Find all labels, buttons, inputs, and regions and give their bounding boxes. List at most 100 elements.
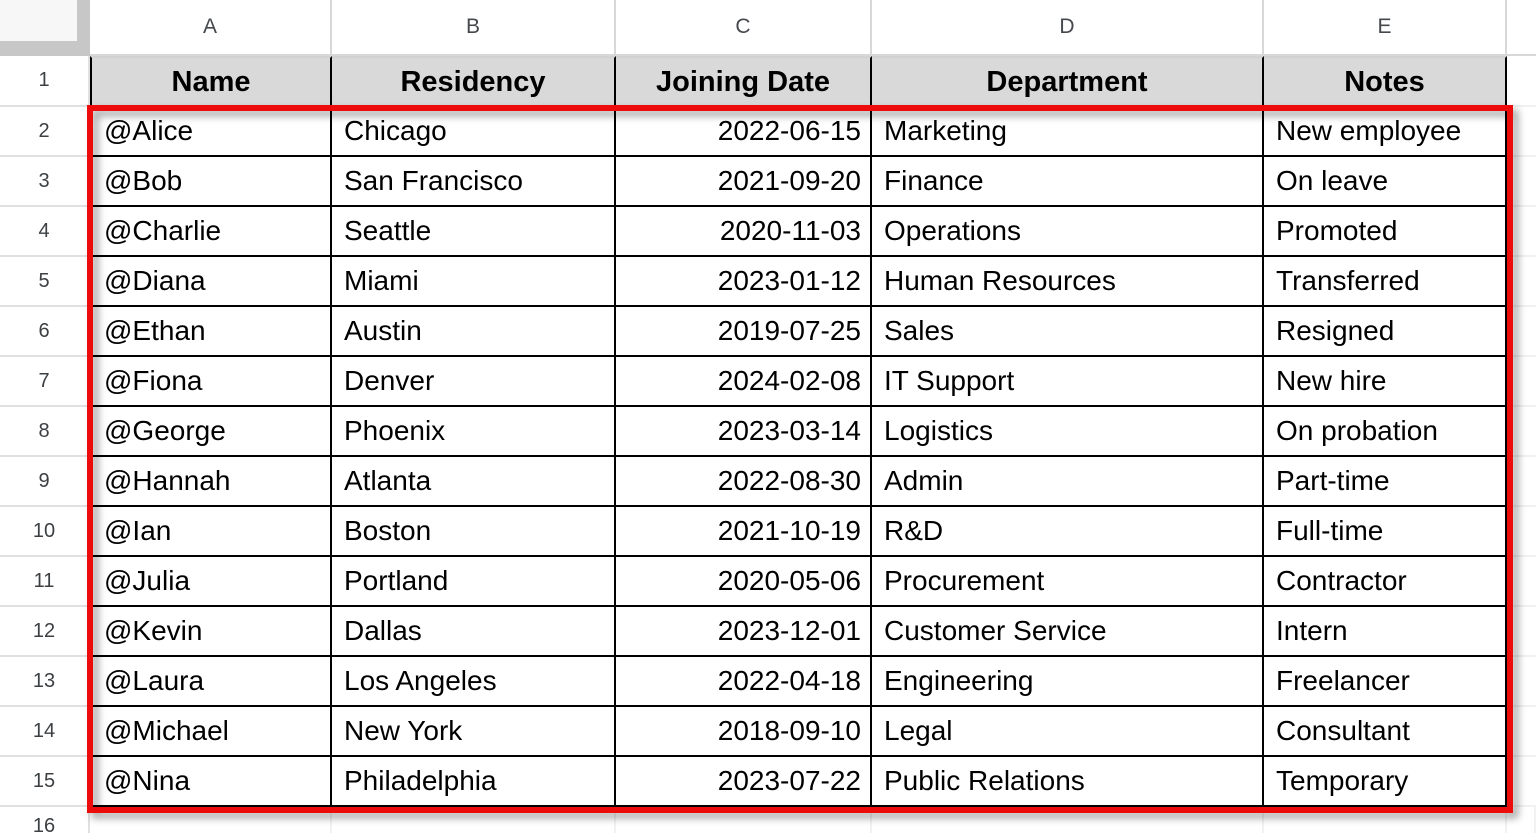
cell-C7[interactable]: 2024-02-08 — [616, 357, 872, 407]
cell-A14[interactable]: @Michael — [90, 707, 332, 757]
cell-B4[interactable]: Seattle — [332, 207, 616, 257]
header-cell-E1[interactable]: Notes — [1264, 56, 1507, 107]
cell-E11[interactable]: Contractor — [1264, 557, 1507, 607]
cell-A11[interactable]: @Julia — [90, 557, 332, 607]
cell-E9[interactable]: Part-time — [1264, 457, 1507, 507]
cell-E8[interactable]: On probation — [1264, 407, 1507, 457]
cell-D10[interactable]: R&D — [872, 507, 1264, 557]
cell-E13[interactable]: Freelancer — [1264, 657, 1507, 707]
empty-cell[interactable] — [1507, 107, 1536, 157]
cell-E14[interactable]: Consultant — [1264, 707, 1507, 757]
row-number-5[interactable]: 5 — [0, 257, 90, 307]
empty-cell[interactable] — [1507, 807, 1536, 833]
cell-B13[interactable]: Los Angeles — [332, 657, 616, 707]
cell-A3[interactable]: @Bob — [90, 157, 332, 207]
cell-B9[interactable]: Atlanta — [332, 457, 616, 507]
cell-C10[interactable]: 2021-10-19 — [616, 507, 872, 557]
cell-D3[interactable]: Finance — [872, 157, 1264, 207]
cell-C13[interactable]: 2022-04-18 — [616, 657, 872, 707]
row-number-3[interactable]: 3 — [0, 157, 90, 207]
cell-E6[interactable]: Resigned — [1264, 307, 1507, 357]
cell-E12[interactable]: Intern — [1264, 607, 1507, 657]
cell-D12[interactable]: Customer Service — [872, 607, 1264, 657]
cell-C15[interactable]: 2023-07-22 — [616, 757, 872, 807]
row-number-15[interactable]: 15 — [0, 757, 90, 807]
empty-cell-A16[interactable] — [90, 807, 332, 833]
column-header-b[interactable]: B — [332, 0, 616, 56]
cell-E7[interactable]: New hire — [1264, 357, 1507, 407]
cell-E2[interactable]: New employee — [1264, 107, 1507, 157]
row-number-2[interactable]: 2 — [0, 107, 90, 157]
cell-C8[interactable]: 2023-03-14 — [616, 407, 872, 457]
cell-C12[interactable]: 2023-12-01 — [616, 607, 872, 657]
row-number-12[interactable]: 12 — [0, 607, 90, 657]
cell-D7[interactable]: IT Support — [872, 357, 1264, 407]
cell-D5[interactable]: Human Resources — [872, 257, 1264, 307]
cell-A13[interactable]: @Laura — [90, 657, 332, 707]
row-number-11[interactable]: 11 — [0, 557, 90, 607]
row-number-13[interactable]: 13 — [0, 657, 90, 707]
row-number-7[interactable]: 7 — [0, 357, 90, 407]
cell-A2[interactable]: @Alice — [90, 107, 332, 157]
cell-B2[interactable]: Chicago — [332, 107, 616, 157]
column-header-extra[interactable] — [1507, 0, 1536, 56]
empty-cell[interactable] — [1507, 607, 1536, 657]
empty-cell[interactable] — [1507, 56, 1536, 107]
empty-cell[interactable] — [1507, 457, 1536, 507]
header-cell-B1[interactable]: Residency — [332, 56, 616, 107]
cell-A4[interactable]: @Charlie — [90, 207, 332, 257]
cell-B5[interactable]: Miami — [332, 257, 616, 307]
empty-cell[interactable] — [1507, 307, 1536, 357]
cell-B6[interactable]: Austin — [332, 307, 616, 357]
cell-C14[interactable]: 2018-09-10 — [616, 707, 872, 757]
empty-cell-E16[interactable] — [1264, 807, 1507, 833]
row-number-8[interactable]: 8 — [0, 407, 90, 457]
cell-E4[interactable]: Promoted — [1264, 207, 1507, 257]
column-header-e[interactable]: E — [1264, 0, 1507, 56]
cell-B11[interactable]: Portland — [332, 557, 616, 607]
column-header-a[interactable]: A — [90, 0, 332, 56]
empty-cell[interactable] — [1507, 507, 1536, 557]
header-cell-A1[interactable]: Name — [90, 56, 332, 107]
column-header-c[interactable]: C — [616, 0, 872, 56]
cell-A15[interactable]: @Nina — [90, 757, 332, 807]
cell-D2[interactable]: Marketing — [872, 107, 1264, 157]
cell-D11[interactable]: Procurement — [872, 557, 1264, 607]
cell-A9[interactable]: @Hannah — [90, 457, 332, 507]
cell-A10[interactable]: @Ian — [90, 507, 332, 557]
cell-A5[interactable]: @Diana — [90, 257, 332, 307]
cell-D14[interactable]: Legal — [872, 707, 1264, 757]
cell-D4[interactable]: Operations — [872, 207, 1264, 257]
cell-D6[interactable]: Sales — [872, 307, 1264, 357]
cell-D13[interactable]: Engineering — [872, 657, 1264, 707]
row-number-1[interactable]: 1 — [0, 56, 90, 107]
cell-D15[interactable]: Public Relations — [872, 757, 1264, 807]
cell-B12[interactable]: Dallas — [332, 607, 616, 657]
cell-C9[interactable]: 2022-08-30 — [616, 457, 872, 507]
empty-cell[interactable] — [1507, 707, 1536, 757]
empty-cell-D16[interactable] — [872, 807, 1264, 833]
cell-B8[interactable]: Phoenix — [332, 407, 616, 457]
column-header-d[interactable]: D — [872, 0, 1264, 56]
select-all-corner[interactable] — [0, 0, 90, 56]
cell-B7[interactable]: Denver — [332, 357, 616, 407]
empty-cell-B16[interactable] — [332, 807, 616, 833]
cell-A12[interactable]: @Kevin — [90, 607, 332, 657]
cell-D8[interactable]: Logistics — [872, 407, 1264, 457]
cell-E15[interactable]: Temporary — [1264, 757, 1507, 807]
cell-E5[interactable]: Transferred — [1264, 257, 1507, 307]
empty-cell[interactable] — [1507, 157, 1536, 207]
empty-cell[interactable] — [1507, 357, 1536, 407]
cell-B3[interactable]: San Francisco — [332, 157, 616, 207]
empty-cell[interactable] — [1507, 657, 1536, 707]
empty-cell[interactable] — [1507, 207, 1536, 257]
row-number-4[interactable]: 4 — [0, 207, 90, 257]
cell-E3[interactable]: On leave — [1264, 157, 1507, 207]
cell-C2[interactable]: 2022-06-15 — [616, 107, 872, 157]
cell-E10[interactable]: Full-time — [1264, 507, 1507, 557]
empty-cell[interactable] — [1507, 257, 1536, 307]
empty-cell[interactable] — [1507, 757, 1536, 807]
cell-B10[interactable]: Boston — [332, 507, 616, 557]
header-cell-C1[interactable]: Joining Date — [616, 56, 872, 107]
empty-cell[interactable] — [1507, 407, 1536, 457]
